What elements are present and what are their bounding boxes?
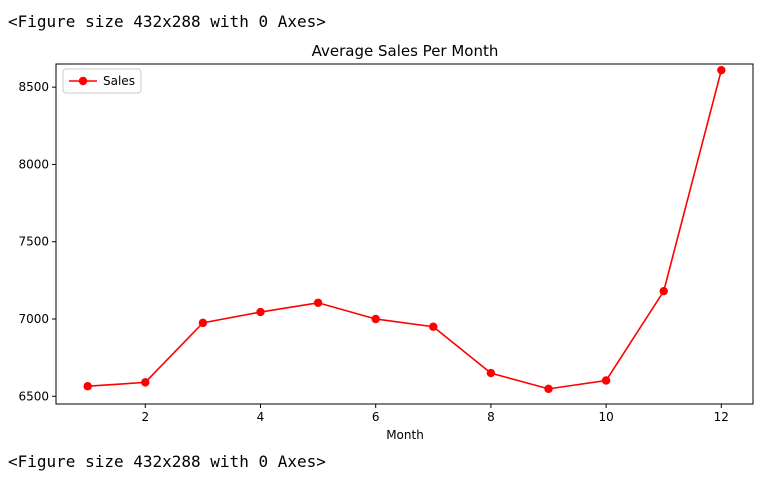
data-point bbox=[717, 65, 726, 75]
data-point bbox=[141, 378, 150, 387]
data-point bbox=[544, 384, 553, 394]
data-point bbox=[429, 322, 438, 331]
data-point bbox=[371, 314, 380, 324]
figure-output-text-top: <Figure size 432x288 with 0 Axes> bbox=[8, 12, 326, 31]
legend: Sales bbox=[62, 68, 142, 94]
data-point bbox=[198, 318, 208, 328]
x-tick-label: 6 bbox=[372, 410, 380, 424]
x-tick-label: 4 bbox=[257, 410, 265, 424]
legend-marker bbox=[78, 76, 88, 86]
y-axis: 6500 7000 7500 8000 8500 bbox=[18, 80, 56, 403]
x-axis: 2 4 6 8 10 12 bbox=[141, 404, 729, 424]
series-line-sales bbox=[87, 69, 723, 390]
data-point bbox=[256, 307, 265, 317]
y-tick-label: 7000 bbox=[18, 312, 49, 326]
figure-output-text-bottom: <Figure size 432x288 with 0 Axes> bbox=[8, 452, 326, 471]
data-point bbox=[313, 298, 323, 307]
x-tick-label: 10 bbox=[598, 410, 613, 424]
plot-area bbox=[83, 65, 726, 394]
y-tick-label: 7500 bbox=[18, 235, 49, 249]
x-tick-label: 2 bbox=[141, 410, 149, 424]
legend-label: Sales bbox=[103, 74, 135, 88]
data-point bbox=[486, 368, 496, 378]
y-tick-label: 8500 bbox=[18, 80, 49, 94]
data-point bbox=[601, 376, 611, 385]
x-axis-label: Month bbox=[386, 428, 424, 442]
x-tick-label: 8 bbox=[487, 410, 495, 424]
data-point bbox=[83, 382, 92, 391]
plot-frame bbox=[55, 63, 754, 405]
y-tick-label: 6500 bbox=[18, 389, 49, 403]
y-tick-label: 8000 bbox=[18, 157, 49, 171]
chart-title: Average Sales Per Month bbox=[312, 42, 499, 60]
data-point bbox=[659, 286, 668, 296]
x-tick-label: 12 bbox=[714, 410, 729, 424]
legend-box bbox=[62, 68, 142, 94]
